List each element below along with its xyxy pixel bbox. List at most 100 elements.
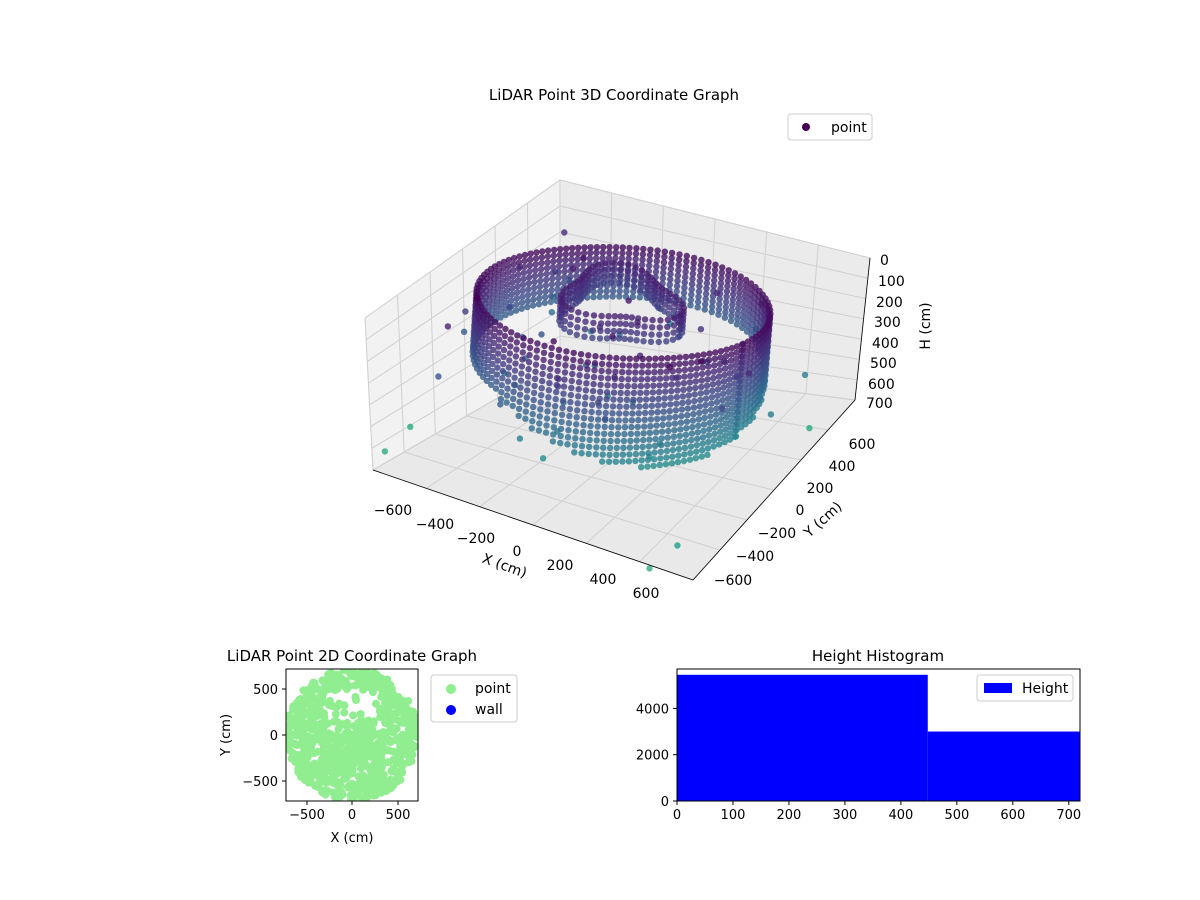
point-2d [363,778,372,787]
point-3d [484,363,491,371]
point-3d [656,331,663,338]
point-3d [570,349,577,357]
point-3d [506,350,513,357]
point-3d [547,298,554,306]
point-3d [688,359,695,366]
point-3d [542,288,549,295]
point-3d [529,410,536,418]
point-3d [542,293,549,301]
point-3d [704,445,712,452]
point-3d [616,287,623,295]
point-3d [694,304,701,311]
point-3d [663,330,670,338]
point-3d [561,229,568,236]
point-3d [745,312,752,319]
point-3d [522,415,529,422]
point-3d [732,368,739,375]
point-3d [644,376,651,383]
point-3d [627,328,635,336]
point-3d [578,443,586,450]
point-3d [689,270,697,277]
point-3d [554,367,561,375]
point-3d [746,296,753,303]
y-tick-label-2d: −500 [242,775,278,790]
point-3d [672,413,679,421]
point-2d [343,744,352,753]
point-3d [444,323,452,330]
point-3d [736,372,743,379]
point-3d [714,392,721,399]
point-3d [590,312,598,319]
point-3d [502,325,509,333]
point-2d [389,755,398,764]
point-3d [539,370,546,378]
point-3d [537,271,544,279]
point-3d [626,355,633,362]
point-3d [675,445,683,453]
point-3d [561,268,568,275]
point-3d [494,357,501,364]
point-2d [385,776,394,785]
point-3d [692,384,699,392]
point-3d [644,463,651,470]
point-3d [623,396,631,403]
point-3d [555,269,562,276]
point-3d [628,417,636,424]
point-3d [525,280,532,287]
point-3d [712,261,719,268]
point-3d [740,387,748,394]
point-3d [652,429,660,436]
point-3d [615,417,622,424]
point-3d [644,456,652,464]
point-3d [702,395,710,402]
point-3d [693,371,700,379]
point-3d [733,349,740,356]
point-3d [609,293,616,300]
y-tick-label-hist: 4000 [636,702,669,717]
point-3d [632,270,639,278]
point-3d [731,433,738,441]
point-3d [734,310,741,317]
point-3d [670,354,677,362]
point-3d [668,460,676,467]
point-3d [593,444,600,451]
point-3d [546,372,553,380]
point-3d [658,441,665,449]
point-3d [488,367,496,375]
point-3d [716,367,723,374]
point-3d [638,273,645,281]
point-3d [676,432,684,440]
point-2d [359,757,368,766]
point-3d [721,365,729,372]
point-3d [722,309,729,316]
point-2d [331,710,340,719]
point-3d [622,410,630,417]
y-tick-label: −600 [714,573,752,589]
point-3d [700,427,707,434]
point-2d [387,727,396,736]
z-tick-label: 100 [878,274,905,290]
point-3d [508,329,515,336]
point-3d [688,353,696,360]
point-3d [488,374,495,382]
point-3d [537,406,544,413]
point-3d [710,374,717,382]
point-2d [382,746,391,755]
point-3d [616,293,623,300]
point-3d [625,297,632,304]
point-3d [674,277,681,284]
point-3d [654,409,661,416]
point-3d [568,256,575,263]
point-3d [605,368,612,375]
point-3d [620,437,628,445]
point-3d [707,406,715,414]
point-3d [641,316,649,323]
point-2d [327,744,336,753]
point-3d [716,295,723,303]
point-3d [742,287,749,294]
point-3d [407,423,414,430]
point-3d [688,430,696,437]
point-3d [526,262,534,269]
legend-label-point: point [475,681,511,697]
point-3d [734,396,741,404]
